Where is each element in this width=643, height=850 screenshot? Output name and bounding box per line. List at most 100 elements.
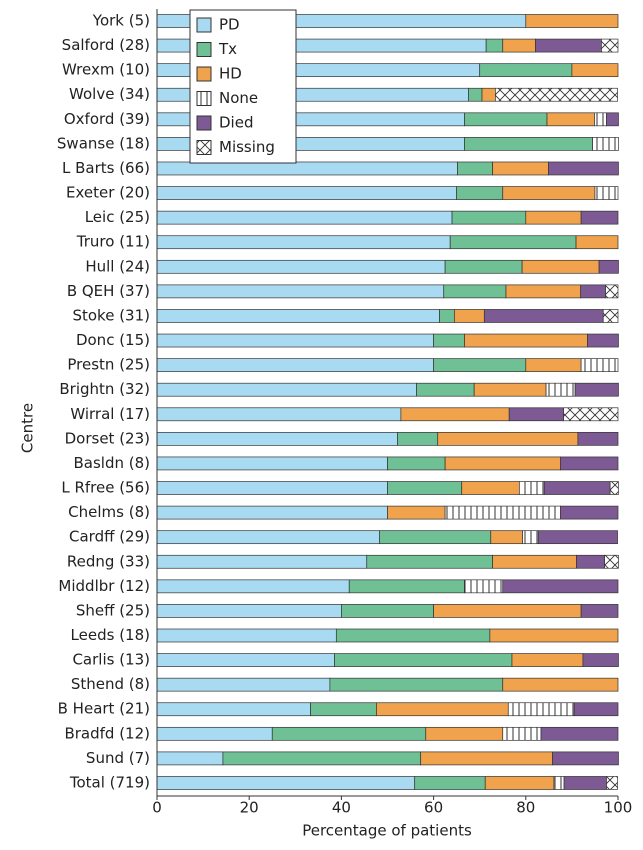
bar-segment [433, 333, 465, 348]
bar-segment [444, 505, 561, 520]
bar-segment [508, 407, 564, 422]
bar-segment [537, 530, 618, 545]
bar-segment [156, 554, 368, 569]
bar-segment [400, 407, 510, 422]
bar-segment [553, 776, 565, 790]
bar-segment [397, 432, 439, 446]
bar-segment [604, 554, 619, 569]
bar-segment [156, 604, 342, 618]
bar-segment [414, 776, 486, 790]
x-tick-label: 80 [516, 799, 535, 817]
y-tick-label: Exeter (20) [66, 184, 150, 202]
bar-segment [495, 87, 618, 102]
legend-swatch [196, 91, 212, 106]
bar-segment [605, 284, 619, 299]
bar-segment [492, 554, 577, 569]
bar-segment [464, 333, 588, 348]
bar-segment [543, 481, 611, 495]
bar-segment [376, 702, 509, 717]
bar-segment [379, 530, 492, 545]
legend-label: Died [219, 114, 253, 132]
bar-segment [222, 751, 422, 766]
bar-segment [387, 505, 446, 520]
y-tick-label: Swanse (18) [57, 134, 150, 152]
bar-segment [156, 407, 402, 422]
bar-segment [156, 161, 458, 176]
bar-segment [521, 259, 600, 274]
bar-segment [433, 604, 582, 618]
bar-segment [502, 186, 596, 200]
bar-segment [156, 579, 350, 594]
bar-segment [156, 481, 388, 495]
bar-segment [485, 38, 504, 53]
bar-segment [461, 481, 520, 495]
x-tick-label: 0 [152, 799, 162, 817]
bar-segment [492, 161, 549, 176]
bar-segment [560, 505, 619, 520]
bar-segment [502, 38, 536, 53]
bar-segment [575, 235, 619, 250]
bar-segment [483, 309, 604, 323]
bar-segment [573, 702, 619, 717]
bar-segment [451, 210, 527, 225]
y-tick-label: Donc (15) [76, 331, 150, 349]
bar-segment [156, 702, 311, 717]
bar-segment [156, 210, 453, 225]
bar-segment [484, 776, 555, 790]
bar-segment [156, 628, 337, 643]
bar-segment [334, 653, 513, 667]
bar-segment [545, 382, 576, 397]
y-tick-label: Redng (33) [67, 552, 150, 570]
legend-swatch [196, 140, 212, 155]
bar-segment [525, 14, 619, 28]
bar-segment [464, 579, 504, 594]
y-tick-label: Bradfd (12) [64, 724, 150, 742]
bar-segment [456, 186, 504, 200]
y-tick-label: Salford (28) [62, 36, 150, 54]
bar-segment [582, 653, 619, 667]
y-tick-label: Oxford (39) [64, 110, 150, 128]
y-tick-label: Sheff (25) [76, 601, 150, 619]
y-tick-label: Stoke (31) [72, 306, 150, 324]
bar-segment [156, 382, 417, 397]
bar-segment [387, 481, 463, 495]
bar-segment [507, 702, 575, 717]
y-tick-label: Wrexm (10) [62, 61, 150, 79]
bar-segment [156, 776, 416, 790]
bar-segment [387, 456, 446, 471]
bar-segment [571, 63, 619, 78]
bar-segment [366, 554, 493, 569]
bar-segment [563, 776, 607, 790]
bar-segment [416, 382, 475, 397]
y-tick-label: York (5) [92, 12, 150, 30]
y-tick-label: Sund (7) [86, 749, 150, 767]
x-axis-label: Percentage of patients [302, 822, 472, 840]
y-tick-label: Cardff (29) [69, 528, 150, 546]
bar-segment [457, 161, 493, 176]
bar-segment [473, 382, 547, 397]
bar-segment [594, 112, 607, 127]
y-tick-label: Prestn (25) [67, 356, 150, 374]
bar-segment [606, 776, 618, 790]
bar-segment [489, 628, 619, 643]
bar-segment [502, 677, 619, 692]
bar-segment [156, 653, 335, 667]
legend-swatch [196, 42, 212, 57]
bar-segment [502, 726, 542, 741]
y-tick-label: B Heart (21) [58, 700, 150, 718]
y-tick-label: Wirral (17) [70, 405, 150, 423]
bar-segment [156, 505, 388, 520]
bar-segment [156, 235, 451, 250]
bar-segment [502, 579, 619, 594]
bar-segment [525, 210, 582, 225]
bar-segment [602, 309, 619, 323]
bar-segment [449, 235, 577, 250]
bar-segment [433, 358, 527, 372]
bar-segment [156, 677, 331, 692]
bar-segment [563, 407, 619, 422]
bar-segment [425, 726, 504, 741]
legend-label: Tx [218, 40, 237, 58]
y-tick-label: Dorset (23) [65, 429, 150, 447]
